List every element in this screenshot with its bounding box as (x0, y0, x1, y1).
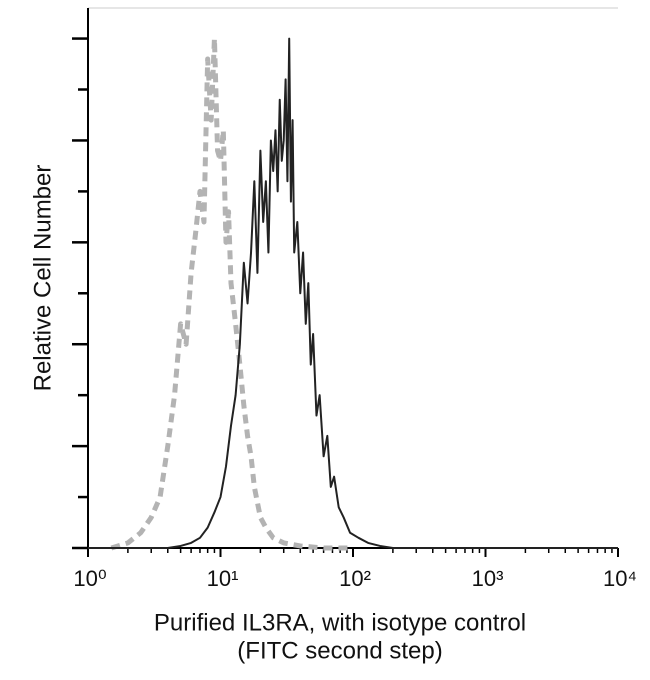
x-axis-label: (FITC second step) (237, 637, 442, 664)
histogram-line (110, 36, 353, 551)
x-axis-label: Purified IL3RA, with isotype control (154, 609, 526, 636)
x-tick-label: 10⁰ (73, 566, 106, 591)
x-tick-label: 10³ (472, 566, 504, 591)
x-tick-label: 10¹ (207, 566, 239, 591)
y-axis-label: Relative Cell Number (29, 165, 56, 392)
histogram-line (88, 37, 618, 549)
x-tick-label: 10⁴ (603, 566, 637, 591)
x-tick-label: 10² (339, 566, 371, 591)
